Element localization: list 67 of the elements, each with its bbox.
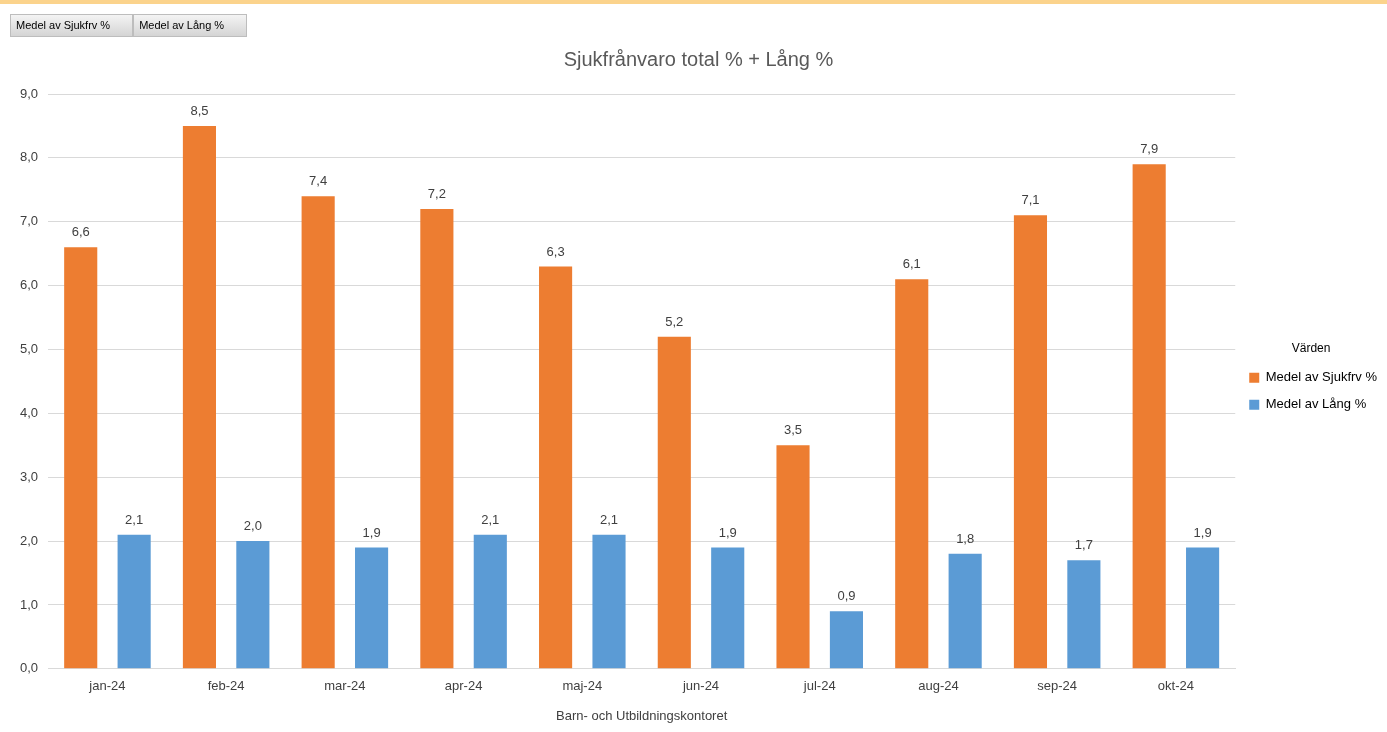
x-tick-label: maj-24 [562, 678, 603, 694]
data-label: 7,9 [1140, 141, 1159, 157]
x-tick-label: jun-24 [681, 678, 720, 694]
bar [1067, 560, 1101, 669]
y-tick-label: 5,0 [19, 341, 39, 357]
bar [592, 534, 626, 669]
data-label: 1,7 [1074, 537, 1093, 553]
data-label: 0,9 [837, 588, 856, 604]
data-label: 2,1 [599, 511, 619, 527]
y-tick-label: 6,0 [19, 277, 39, 293]
y-tick-label: 0,0 [19, 660, 39, 676]
x-tick-label: jan-24 [88, 678, 126, 694]
bar [829, 611, 863, 669]
bar [1013, 215, 1048, 669]
x-tick-label: okt-24 [1157, 678, 1194, 694]
bar [182, 125, 216, 669]
y-tick-label: 8,0 [19, 149, 39, 165]
data-label: 7,4 [309, 173, 328, 189]
data-label: 1,9 [1193, 524, 1212, 540]
x-axis-title: Barn- och Utbildningskontoret [556, 707, 728, 723]
bar [657, 336, 691, 669]
x-tick-label: sep-24 [1037, 678, 1078, 694]
data-label: 6,3 [546, 243, 565, 259]
bar [776, 445, 810, 669]
y-tick-label: 9,0 [19, 85, 39, 101]
text: Medel av Lång % [133, 14, 248, 37]
bar [236, 541, 270, 669]
chart-title: Sjukfrånvaro total % + Lång % [563, 47, 834, 70]
data-label: 2,1 [125, 511, 144, 527]
bar [301, 196, 335, 669]
y-tick-label: 3,0 [19, 468, 39, 484]
bar [117, 534, 151, 669]
data-label: 2,0 [243, 518, 262, 534]
x-tick-label: aug-24 [918, 678, 959, 694]
x-tick-label: jul-24 [802, 678, 836, 694]
data-label: 7,2 [427, 186, 446, 202]
x-tick-label: mar-24 [324, 678, 366, 694]
y-tick-label: 4,0 [19, 404, 39, 420]
data-label: 1,9 [718, 524, 737, 540]
data-label: 3,5 [783, 422, 803, 438]
data-label: 8,5 [190, 103, 209, 119]
data-label: 1,9 [362, 524, 381, 540]
legend-label: Medel av Sjukfrv % [1265, 369, 1378, 385]
data-label: 5,2 [665, 313, 684, 329]
y-tick-label: 2,0 [19, 532, 39, 548]
x-tick-label: apr-24 [444, 678, 483, 694]
legend-title: Värden [1291, 341, 1331, 356]
x-tick-label: feb-24 [207, 678, 245, 694]
y-tick-label: 1,0 [19, 596, 39, 612]
bar [420, 208, 454, 669]
bar [64, 247, 98, 669]
text: Medel av Sjukfrv % [10, 14, 134, 37]
data-label: 2,1 [481, 511, 500, 527]
legend-label: Medel av Lång % [1265, 396, 1367, 412]
bar [948, 553, 982, 669]
data-label: 6,6 [71, 224, 90, 240]
data-label: 1,8 [956, 530, 975, 546]
bar [895, 279, 929, 669]
bar [1132, 164, 1166, 669]
y-tick-label: 7,0 [19, 213, 39, 229]
bar [539, 266, 573, 669]
bar [355, 547, 389, 669]
data-label: 6,1 [902, 256, 921, 272]
data-label: 7,1 [1021, 192, 1040, 208]
bar [1186, 547, 1220, 669]
bar [711, 547, 745, 669]
bar [473, 534, 507, 669]
